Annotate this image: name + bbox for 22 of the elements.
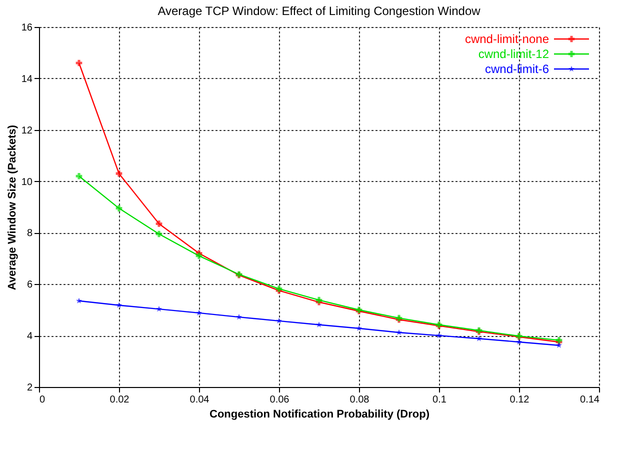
y-tick-label: 14	[21, 74, 33, 85]
y-tick-label: 12	[21, 125, 33, 136]
y-axis-title: Average Window Size (Packets)	[6, 124, 18, 290]
x-tick-label: 0.06	[270, 394, 290, 406]
x-tick-label: 0.08	[350, 394, 370, 406]
legend-label: cwnd-limit-none	[464, 32, 550, 46]
x-tick-label: 0.12	[510, 394, 530, 406]
legend-label: cwnd-limit-12	[478, 47, 550, 61]
x-tick-label: 0.02	[110, 394, 130, 406]
x-tick-label: 0	[40, 394, 46, 406]
y-tick-label: 16	[21, 22, 33, 34]
y-tick-label: 4	[26, 331, 33, 342]
x-tick-label: 0.14	[580, 394, 600, 406]
x-tick-label: 0.04	[190, 394, 210, 406]
chart-title: Average TCP Window: Effect of Limiting Congestion Window	[158, 4, 481, 18]
y-tick-label: 8	[26, 228, 33, 240]
x-axis-title: Congestion Notification Probability (Drop)	[210, 408, 430, 420]
y-tick-label: 2	[26, 382, 33, 394]
y-tick-label: 10	[21, 176, 33, 188]
y-tick-label: 6	[26, 280, 33, 291]
x-tick-label: 0.1	[432, 394, 447, 406]
legend-label: cwnd-limit-6	[484, 62, 550, 76]
